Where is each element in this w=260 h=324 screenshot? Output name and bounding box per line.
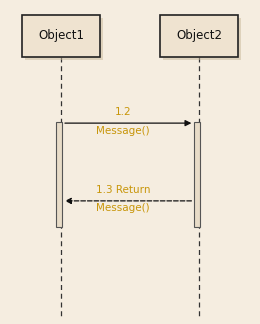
Text: Message(): Message() [96, 203, 150, 214]
Text: 1.3 Return: 1.3 Return [96, 185, 150, 195]
Bar [194, 122, 200, 227]
Text: Object1: Object1 [38, 29, 84, 42]
Bar [22, 15, 100, 57]
Bar [56, 122, 62, 227]
Text: 1.2: 1.2 [115, 107, 131, 117]
Bar [163, 18, 241, 60]
Text: Message(): Message() [96, 126, 150, 136]
Text: Object2: Object2 [176, 29, 222, 42]
Bar [160, 15, 238, 57]
Bar [25, 18, 103, 60]
